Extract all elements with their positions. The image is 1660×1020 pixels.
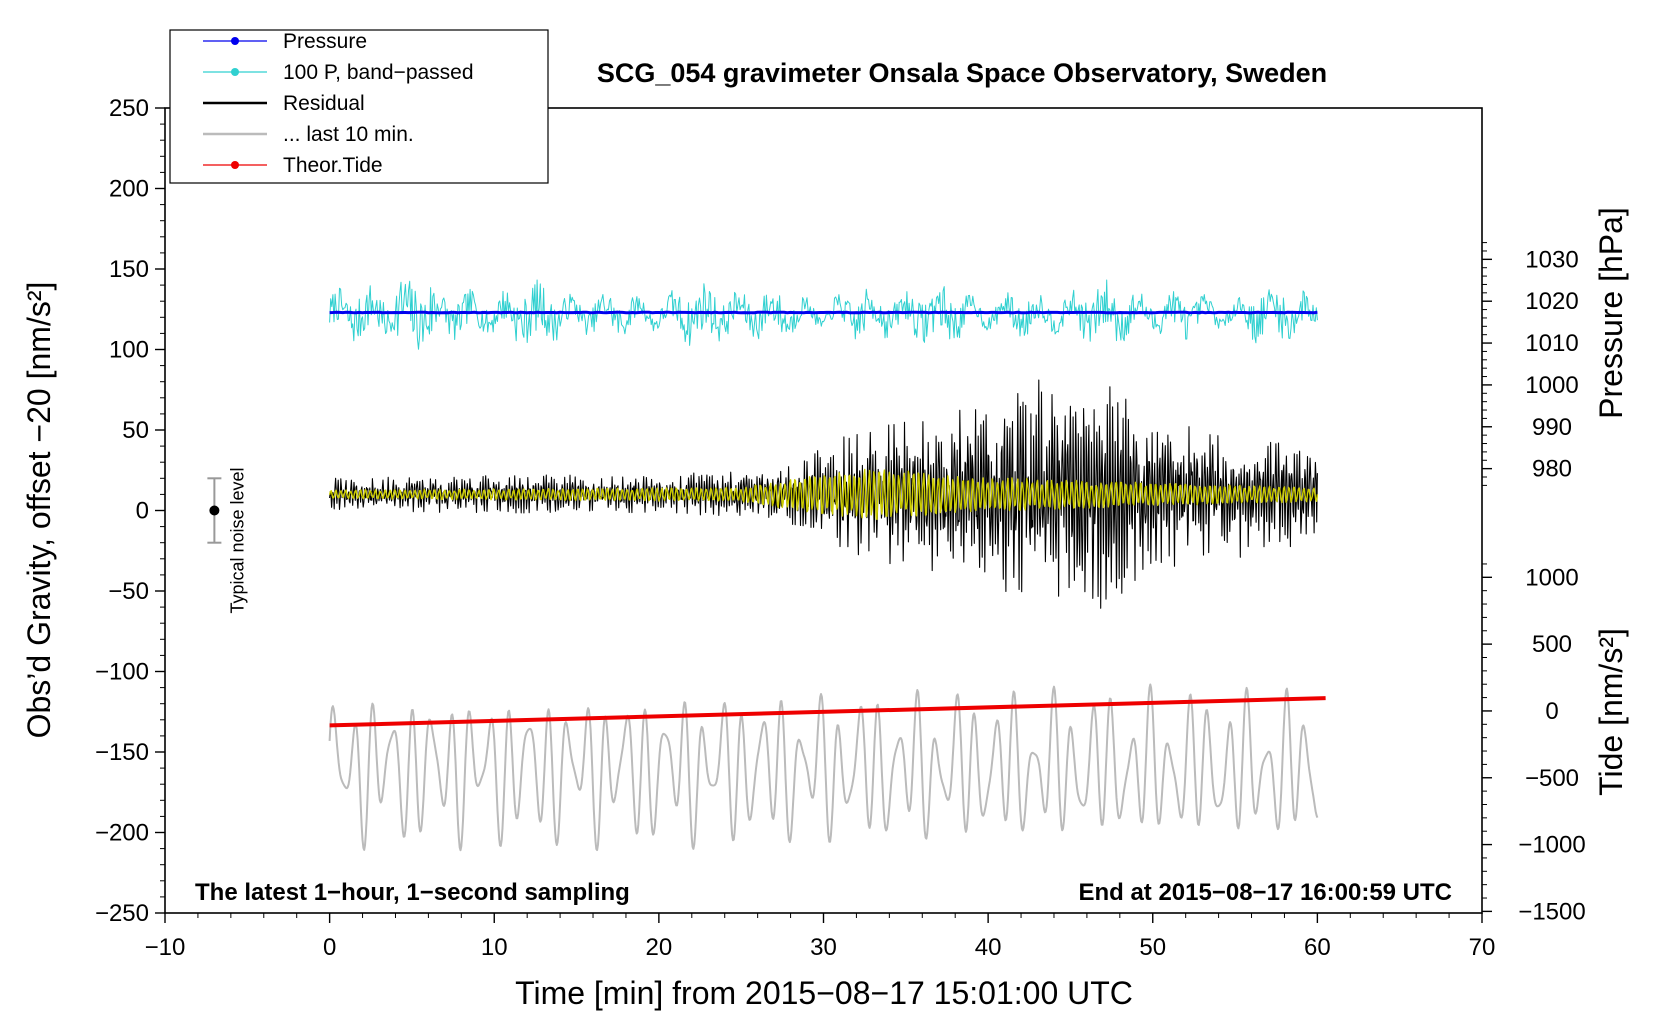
noise-center-dot (209, 505, 220, 516)
pressure-axis-title: Pressure [hPa] (1593, 207, 1629, 419)
pressure-tick-label: 1010 (1525, 330, 1578, 357)
series-residual-smoothed (328, 468, 1319, 521)
y-tick-label: 150 (109, 256, 149, 283)
x-tick-label: 30 (810, 934, 837, 961)
tide-tick-label: 1000 (1525, 564, 1578, 591)
y-tick-label: −150 (95, 739, 149, 766)
x-tick-label: 0 (323, 934, 336, 961)
x-tick-label: 20 (646, 934, 673, 961)
y-tick-label: −250 (95, 900, 149, 927)
legend-label: Theor.Tide (283, 154, 383, 177)
legend-marker (231, 161, 239, 169)
tide-tick-label: 500 (1532, 631, 1572, 658)
legend-marker (231, 37, 239, 45)
legend: Pressure 100 P, band−passed Residual ... la… (169, 29, 549, 184)
x-tick-label: 60 (1304, 934, 1331, 961)
chart-title: SCG_054 gravimeter Onsala Space Observat… (597, 58, 1327, 88)
x-tick-label: 40 (975, 934, 1002, 961)
series-pressure (329, 310, 1318, 315)
legend-label: ... last 10 min. (283, 123, 414, 146)
tide-tick-label: −500 (1525, 765, 1579, 792)
x-axis-title: Time [min] from 2015−08−17 15:01:00 UTC (515, 975, 1133, 1011)
y-tick-label: 250 (109, 95, 149, 122)
series-last-10-min (328, 683, 1319, 852)
tide-tick-label: −1500 (1518, 898, 1585, 925)
tide-axis-title: Tide [nm/s²] (1593, 628, 1629, 796)
tide-tick-label: −1000 (1518, 832, 1585, 859)
y-axis-title: Obs’d Gravity, offset −20 [nm/s²] (21, 282, 57, 739)
y-tick-label: −100 (95, 659, 149, 686)
x-tick-label: 10 (481, 934, 508, 961)
legend-label: 100 P, band−passed (283, 61, 474, 84)
y-tick-label: 0 (136, 498, 149, 525)
axes-layer: −10 0 10 20 30 40 50 60 70250200150100500−50−100… (95, 95, 1586, 961)
legend-box (169, 29, 549, 184)
noise-label: Typical noise level (227, 467, 247, 613)
pressure-tick-label: 1000 (1525, 372, 1578, 399)
y-tick-label: −200 (95, 820, 149, 847)
legend-label: Pressure (283, 30, 367, 53)
pressure-tick-label: 1030 (1525, 246, 1578, 273)
series-layer (328, 279, 1326, 852)
legend-label: Residual (283, 92, 365, 115)
pressure-tick-label: 990 (1532, 414, 1572, 441)
y-tick-label: −50 (108, 578, 149, 605)
footnote-left: The latest 1−hour, 1−second sampling (195, 879, 630, 906)
tide-tick-label: 0 (1545, 698, 1558, 725)
pressure-tick-label: 1020 (1525, 288, 1578, 315)
x-tick-label: 50 (1139, 934, 1166, 961)
noise-indicator: Typical noise level (207, 467, 247, 614)
y-tick-label: 100 (109, 337, 149, 364)
pressure-tick-label: 980 (1532, 456, 1572, 483)
series-theor-tide (329, 696, 1326, 728)
series-band-passed-pressure (329, 279, 1318, 350)
y-tick-label: 200 (109, 176, 149, 203)
x-tick-label: 70 (1469, 934, 1496, 961)
legend-marker (231, 68, 239, 76)
footnote-right: End at 2015−08−17 16:00:59 UTC (1078, 879, 1452, 906)
x-tick-label: −10 (145, 934, 186, 961)
y-tick-label: 50 (122, 417, 149, 444)
